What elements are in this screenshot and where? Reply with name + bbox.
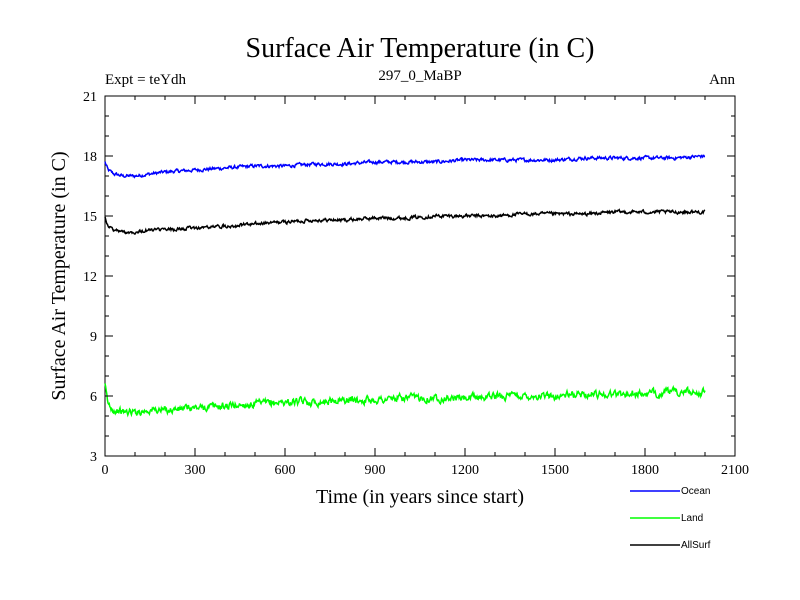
- x-tick-label: 1200: [451, 463, 479, 478]
- series-layer: [104, 154, 706, 418]
- tick-layer: 0 300 600 900 1200 1500 1800 2100 3 6 9 12 15 18 21: [83, 90, 749, 478]
- x-tick-label: 300: [185, 463, 206, 478]
- chart-subtitle: 297_0_MaBP: [378, 68, 461, 84]
- season-label: Ann: [709, 72, 735, 88]
- y-tick-label: 15: [83, 210, 97, 225]
- y-tick-label: 12: [83, 270, 97, 285]
- y-tick-label: 6: [90, 390, 97, 405]
- x-tick-label: 1500: [541, 463, 569, 478]
- series-line-land: [104, 383, 706, 418]
- chart-title: Surface Air Temperature (in C): [246, 33, 595, 64]
- legend-label-land: Land: [681, 513, 703, 524]
- y-tick-label: 9: [90, 330, 97, 345]
- x-tick-label: 2100: [721, 463, 749, 478]
- x-tick-label: 600: [275, 463, 296, 478]
- legend: Ocean Land AllSurf: [630, 486, 711, 551]
- x-tick-label: 0: [102, 463, 109, 478]
- y-tick-label: 21: [83, 90, 97, 105]
- experiment-label: Expt = teYdh: [105, 72, 186, 88]
- legend-label-ocean: Ocean: [681, 486, 710, 497]
- y-tick-label: 3: [90, 450, 97, 465]
- x-tick-label: 900: [365, 463, 386, 478]
- x-tick-label: 1800: [631, 463, 659, 478]
- y-tick-label: 18: [83, 150, 97, 165]
- plot-frame: [104, 95, 736, 457]
- y-axis-label: Surface Air Temperature (in C): [48, 151, 70, 400]
- series-line-ocean: [104, 154, 706, 179]
- series-line-allsurf: [104, 208, 706, 235]
- legend-label-allsurf: AllSurf: [681, 540, 711, 551]
- x-axis-label: Time (in years since start): [316, 486, 524, 508]
